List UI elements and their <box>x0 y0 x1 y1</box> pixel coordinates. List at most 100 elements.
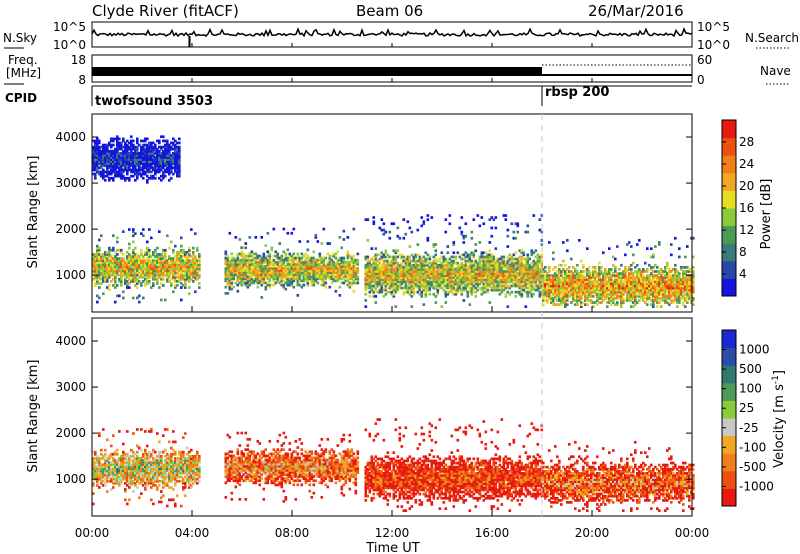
heatmap-cell <box>240 246 244 250</box>
heatmap-cell <box>342 269 346 272</box>
heatmap-cell <box>108 141 111 145</box>
heatmap-cell <box>348 283 352 287</box>
heatmap-cell <box>484 278 488 282</box>
heatmap-cell <box>228 275 232 279</box>
heatmap-cell <box>120 172 123 176</box>
heatmap-cell <box>176 145 179 149</box>
heatmap-cell <box>168 164 171 168</box>
heatmap-cell <box>658 292 661 296</box>
heatmap-cell <box>108 251 111 254</box>
heatmap-cell <box>442 284 446 288</box>
heatmap-cell <box>156 269 159 273</box>
heatmap-cell <box>654 299 657 302</box>
heatmap-cell <box>298 256 302 260</box>
heatmap-cell <box>622 284 625 288</box>
heatmap-cell <box>236 252 240 256</box>
heatmap-cell <box>94 158 97 161</box>
heatmap-cell <box>128 257 131 260</box>
heatmap-cell <box>240 254 244 258</box>
heatmap-cell <box>616 276 619 279</box>
heatmap-cell <box>328 263 332 266</box>
heatmap-cell <box>96 246 99 250</box>
heatmap-cell <box>104 143 107 147</box>
heatmap-cell <box>386 263 390 267</box>
heatmap-cell <box>516 257 520 261</box>
heatmap-cell <box>536 288 540 292</box>
heatmap-cell <box>552 278 555 282</box>
heatmap-cell <box>396 234 400 238</box>
heatmap-cell <box>150 269 153 273</box>
heatmap-cell <box>580 274 583 277</box>
heatmap-cell <box>160 154 163 157</box>
freq-label-2: [MHz] <box>6 66 41 80</box>
heatmap-cell <box>628 297 631 300</box>
heatmap-cell <box>562 286 565 290</box>
heatmap-cell <box>414 270 418 273</box>
heatmap-cell <box>366 239 370 242</box>
heatmap-cell <box>142 147 145 151</box>
heatmap-cell <box>398 253 402 257</box>
heatmap-cell <box>288 263 292 266</box>
heatmap-cell <box>116 253 119 256</box>
heatmap-cell <box>128 246 131 250</box>
heatmap-cell <box>620 299 623 302</box>
heatmap-cell <box>616 295 619 298</box>
heatmap-cell <box>316 275 320 279</box>
heatmap-cell <box>412 259 416 263</box>
heatmap-cell <box>496 263 500 267</box>
heatmap-cell <box>138 271 141 275</box>
heatmap-cell <box>146 156 149 159</box>
heatmap-cell <box>120 282 123 285</box>
heatmap-cell <box>128 176 131 180</box>
heatmap-cell <box>154 248 157 252</box>
heatmap-cell <box>602 274 605 277</box>
heatmap-cell <box>492 261 496 265</box>
heatmap-cell <box>542 270 545 273</box>
heatmap-cell <box>448 266 452 269</box>
heatmap-cell <box>150 255 153 258</box>
heatmap-cell <box>516 222 520 226</box>
heatmap-cell <box>266 269 270 272</box>
heatmap-cell <box>266 267 270 270</box>
heatmap-cell <box>474 286 478 290</box>
heatmap-cell <box>550 299 553 302</box>
heatmap-cell <box>364 266 368 269</box>
heatmap-cell <box>448 214 452 217</box>
heatmap-cell <box>432 292 436 296</box>
heatmap-cell <box>676 278 679 282</box>
heatmap-cell <box>110 263 113 267</box>
heatmap-cell <box>424 251 428 255</box>
heatmap-cell <box>236 277 240 281</box>
heatmap-cell <box>162 164 165 168</box>
heatmap-cell <box>540 253 544 257</box>
heatmap-cell <box>110 271 113 275</box>
heatmap-cell <box>508 276 512 279</box>
heatmap-cell <box>310 265 314 268</box>
heatmap-cell <box>300 273 304 276</box>
heatmap-cell <box>518 286 522 290</box>
heatmap-cell <box>560 263 563 267</box>
heatmap-cell <box>424 261 428 265</box>
heatmap-cell <box>388 284 392 288</box>
heatmap-cell <box>170 282 173 285</box>
heatmap-cell <box>566 272 569 275</box>
heatmap-cell <box>510 278 514 282</box>
heatmap-cell <box>488 255 492 259</box>
heatmap-cell <box>226 292 230 295</box>
heatmap-cell <box>600 280 603 284</box>
heatmap-cell <box>308 277 312 281</box>
heatmap-cell <box>674 268 677 271</box>
heatmap-cell <box>336 271 340 274</box>
heatmap-cell <box>136 176 139 180</box>
heatmap-cell <box>464 286 468 290</box>
heatmap-cell <box>316 258 320 262</box>
heatmap-cell <box>288 283 292 287</box>
heatmap-cell <box>656 297 659 300</box>
heatmap-cell <box>480 251 484 255</box>
heatmap-cell <box>376 284 380 288</box>
heatmap-cell <box>320 260 324 264</box>
heatmap-cell <box>168 152 171 155</box>
heatmap-cell <box>532 214 536 217</box>
heatmap-cell <box>536 268 540 271</box>
heatmap-cell <box>110 267 113 271</box>
